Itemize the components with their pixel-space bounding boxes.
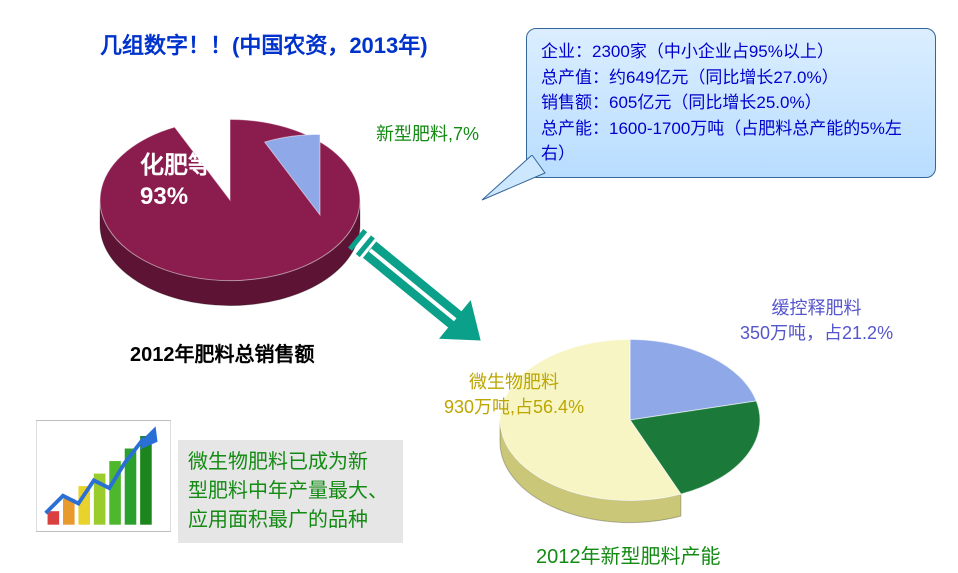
growth-chart-icon: [36, 420, 171, 532]
pie2-title: 2012年新型肥料产能: [536, 540, 721, 569]
pie2-label-micro: 微生物肥料 930万吨,占56.4%: [444, 370, 584, 420]
note-box: 微生物肥料已成为新型肥料中年产量最大、应用面积最广的品种: [178, 440, 403, 543]
pie2-label-slowrelease: 缓控释肥料 350万吨，占21.2%: [740, 296, 893, 346]
